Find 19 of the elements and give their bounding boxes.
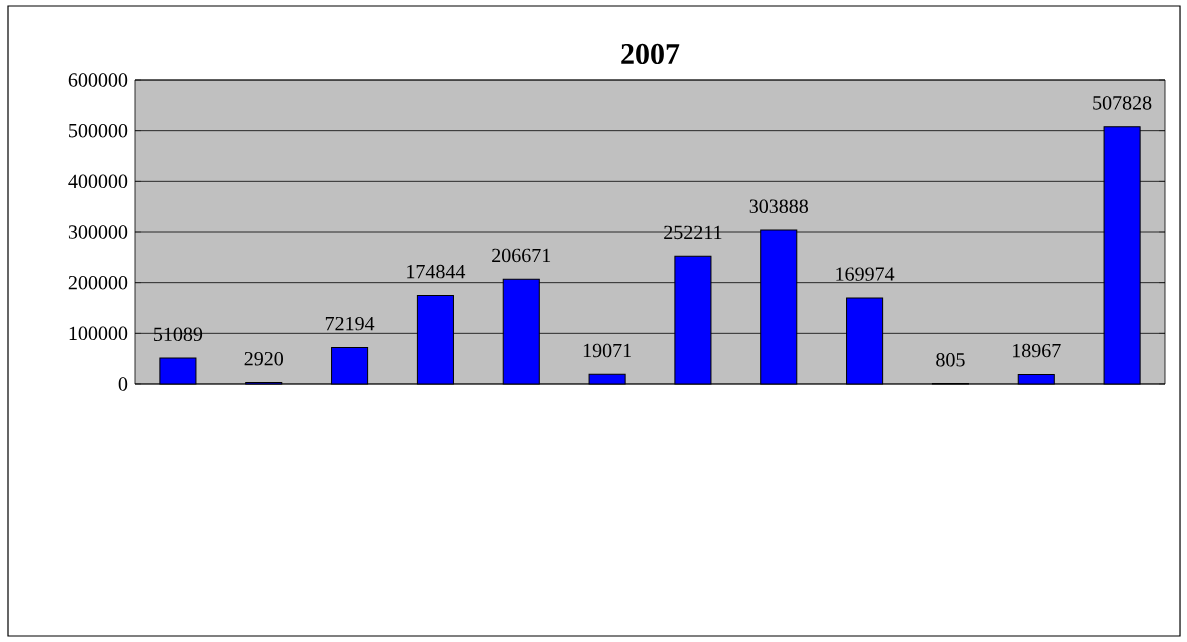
chart-title: 2007 (621, 43, 680, 65)
y-tick-label: 0 (118, 377, 128, 391)
data-label: 303888 (749, 199, 809, 213)
data-label: 18967 (1013, 343, 1061, 358)
data-label: 174844 (407, 264, 466, 279)
data-label: 72194 (325, 316, 375, 331)
y-tick-label: 400000 (68, 174, 128, 189)
y-tick-label: 500000 (69, 123, 128, 138)
y-tick-label: 300000 (68, 225, 128, 239)
data-label: 19071 (583, 343, 631, 358)
data-label: 252211 (664, 225, 722, 240)
data-label: 2920 (244, 351, 284, 366)
data-label: 507828 (1093, 96, 1152, 110)
data-label: 805 (936, 353, 965, 367)
y-tick-label: 100000 (69, 326, 128, 341)
data-label: 169974 (836, 267, 895, 281)
y-tick-label: 600000 (68, 73, 128, 87)
y-tick-label: 200000 (68, 275, 128, 290)
data-label: 206671 (492, 248, 551, 263)
